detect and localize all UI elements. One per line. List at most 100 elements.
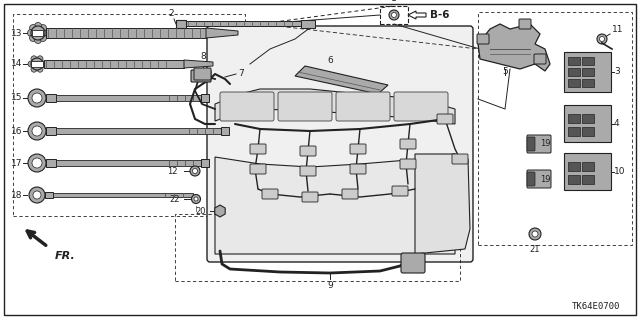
Circle shape xyxy=(31,58,43,70)
FancyBboxPatch shape xyxy=(564,52,611,92)
Text: 16: 16 xyxy=(10,127,22,136)
FancyBboxPatch shape xyxy=(300,146,316,156)
Text: 1: 1 xyxy=(391,0,397,3)
Bar xyxy=(32,30,43,36)
Bar xyxy=(56,95,201,101)
FancyBboxPatch shape xyxy=(350,164,366,174)
Text: 3: 3 xyxy=(614,68,620,77)
Bar xyxy=(31,61,43,67)
FancyBboxPatch shape xyxy=(191,70,211,82)
FancyBboxPatch shape xyxy=(564,105,611,142)
Text: TK64E0700: TK64E0700 xyxy=(572,302,620,311)
Text: 2: 2 xyxy=(168,10,174,19)
FancyBboxPatch shape xyxy=(194,68,211,80)
Bar xyxy=(568,175,580,184)
FancyBboxPatch shape xyxy=(250,144,266,154)
Polygon shape xyxy=(408,11,426,19)
FancyBboxPatch shape xyxy=(400,139,416,149)
Bar xyxy=(46,94,56,102)
Bar xyxy=(56,128,221,134)
Circle shape xyxy=(29,25,36,32)
Text: 8: 8 xyxy=(200,52,206,61)
Text: 4: 4 xyxy=(614,120,620,129)
Bar xyxy=(582,127,594,136)
Circle shape xyxy=(190,166,200,176)
FancyBboxPatch shape xyxy=(300,166,316,176)
Text: 22: 22 xyxy=(170,195,180,204)
Circle shape xyxy=(31,56,37,62)
FancyBboxPatch shape xyxy=(336,92,390,121)
FancyBboxPatch shape xyxy=(350,144,366,154)
Text: 17: 17 xyxy=(10,159,22,167)
Circle shape xyxy=(191,195,200,204)
Circle shape xyxy=(600,36,605,41)
Text: 19: 19 xyxy=(540,174,550,183)
Polygon shape xyxy=(415,154,470,254)
FancyBboxPatch shape xyxy=(401,253,425,273)
FancyBboxPatch shape xyxy=(400,159,416,169)
Text: 20: 20 xyxy=(195,206,206,216)
Text: 14: 14 xyxy=(11,60,22,69)
Text: 10: 10 xyxy=(614,167,625,176)
Bar xyxy=(568,162,580,171)
Text: 18: 18 xyxy=(10,190,22,199)
Circle shape xyxy=(33,191,41,199)
FancyBboxPatch shape xyxy=(207,26,473,262)
Bar xyxy=(201,94,209,102)
Bar xyxy=(582,57,594,65)
Circle shape xyxy=(193,168,198,174)
Circle shape xyxy=(28,89,46,107)
FancyBboxPatch shape xyxy=(392,186,408,196)
FancyBboxPatch shape xyxy=(452,154,468,164)
Polygon shape xyxy=(206,28,238,38)
Circle shape xyxy=(40,25,47,32)
FancyBboxPatch shape xyxy=(477,34,489,44)
FancyBboxPatch shape xyxy=(250,164,266,174)
Circle shape xyxy=(32,93,42,103)
Bar xyxy=(45,192,53,198)
FancyBboxPatch shape xyxy=(527,172,535,186)
Circle shape xyxy=(40,34,47,41)
Bar xyxy=(568,79,580,87)
FancyBboxPatch shape xyxy=(302,192,318,202)
FancyBboxPatch shape xyxy=(527,170,551,188)
Circle shape xyxy=(532,231,538,237)
FancyBboxPatch shape xyxy=(342,189,358,199)
Text: 9: 9 xyxy=(327,281,333,290)
Bar xyxy=(582,162,594,171)
Bar xyxy=(568,57,580,65)
Polygon shape xyxy=(215,154,455,254)
FancyBboxPatch shape xyxy=(262,189,278,199)
Bar xyxy=(44,60,184,68)
Bar xyxy=(221,127,229,135)
Polygon shape xyxy=(295,66,388,94)
FancyBboxPatch shape xyxy=(394,92,448,121)
Text: 12: 12 xyxy=(168,167,178,175)
Text: 13: 13 xyxy=(10,28,22,38)
Text: B-6: B-6 xyxy=(430,10,449,20)
Circle shape xyxy=(40,61,46,67)
Circle shape xyxy=(389,10,399,20)
Text: 5: 5 xyxy=(502,67,508,76)
Circle shape xyxy=(194,197,198,201)
Bar xyxy=(46,28,206,38)
Circle shape xyxy=(31,26,45,40)
FancyBboxPatch shape xyxy=(534,54,546,64)
Text: 19: 19 xyxy=(540,139,550,149)
Circle shape xyxy=(29,187,45,203)
Circle shape xyxy=(31,66,37,72)
Bar xyxy=(568,114,580,123)
Text: 7: 7 xyxy=(238,70,244,78)
Circle shape xyxy=(32,126,42,136)
FancyBboxPatch shape xyxy=(527,135,551,153)
Polygon shape xyxy=(478,24,550,71)
Circle shape xyxy=(28,154,46,172)
Bar xyxy=(201,159,209,167)
Circle shape xyxy=(597,34,607,44)
Circle shape xyxy=(42,29,49,36)
FancyBboxPatch shape xyxy=(527,137,535,151)
FancyBboxPatch shape xyxy=(437,114,453,124)
Bar xyxy=(53,193,193,197)
Bar xyxy=(582,68,594,76)
Bar xyxy=(301,20,315,28)
